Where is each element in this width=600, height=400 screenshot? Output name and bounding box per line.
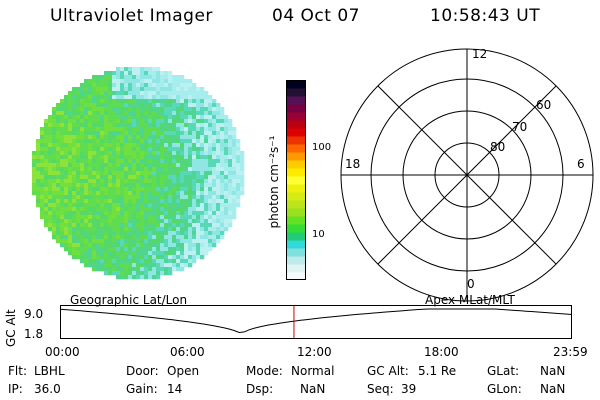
uv-earth-disk-image [32, 67, 245, 280]
glat-value: NaN [540, 364, 566, 378]
colorbar-tick-100: 100 [312, 142, 332, 153]
observation-date: 04 Oct 07 [272, 6, 360, 26]
timeline-left-caption: Geographic Lat/Lon [70, 293, 188, 307]
ip-label: IP: [8, 382, 23, 396]
colorbar-band [286, 248, 306, 257]
seq-label: Seq: [367, 382, 394, 396]
dsp-label: Dsp: [246, 382, 274, 396]
gain-value: 14 [167, 382, 183, 396]
colorbar-band [286, 184, 306, 193]
timeline-axis-title: GC Alt [4, 309, 18, 347]
colorbar-band [286, 168, 306, 177]
polar-label-0: 0 [467, 277, 475, 291]
polar-diagonal-2 [377, 85, 557, 265]
globe-pixels [32, 67, 245, 280]
colorbar-band [286, 232, 306, 241]
polar-label-12: 12 [472, 47, 488, 61]
flt-value: LBHL [34, 364, 65, 378]
timeline-tick-2359: 23:59 [553, 345, 588, 359]
colorbar-band [286, 104, 306, 113]
polar-label-18: 18 [345, 157, 361, 171]
seq-value: 39 [401, 382, 417, 396]
polar-mlt-grid [340, 48, 594, 302]
colorbar-band [286, 208, 306, 217]
glon-value: NaN [540, 382, 566, 396]
mode-value: Normal [291, 364, 335, 378]
colorbar-band [286, 88, 306, 97]
colorbar-band [286, 136, 306, 145]
glon-label: GLon: [487, 382, 522, 396]
colorbar-band [286, 120, 306, 129]
timeline-y-bottom: 1.8 [24, 327, 44, 341]
polar-label-70: 70 [512, 120, 528, 134]
colorbar-band [286, 176, 306, 185]
gc-alt-value: 5.1 Re [418, 364, 457, 378]
altitude-timeline-plot [60, 305, 572, 339]
polar-label-80: 80 [490, 140, 506, 154]
colorbar-frame [286, 80, 306, 280]
door-label: Door: [126, 364, 159, 378]
colorbar-band [286, 216, 306, 225]
timeline-frame [60, 305, 572, 339]
instrument-title: Ultraviolet Imager [50, 6, 213, 26]
gc-alt-label: GC Alt: [367, 364, 409, 378]
colorbar-band [286, 96, 306, 105]
ip-value: 36.0 [34, 382, 61, 396]
altitude-curve [60, 308, 572, 334]
colorbar-band [286, 264, 306, 273]
colorbar-band [286, 128, 306, 137]
door-value: Open [167, 364, 200, 378]
colorbar-band [286, 144, 306, 153]
dsp-value: NaN [300, 382, 326, 396]
mode-label: Mode: [246, 364, 283, 378]
colorbar-band [286, 200, 306, 209]
colorbar-tick-10: 10 [312, 229, 325, 240]
flt-label: Flt: [8, 364, 27, 378]
observation-time: 10:58:43 UT [430, 6, 541, 26]
colorbar-band [286, 80, 306, 89]
gain-label: Gain: [126, 382, 158, 396]
colorbar-band [286, 152, 306, 161]
colorbar-band [286, 192, 306, 201]
colorbar-band [286, 112, 306, 121]
polar-label-60: 60 [536, 98, 552, 112]
timeline-tick-1800: 18:00 [424, 345, 459, 359]
polar-label-6: 6 [577, 157, 585, 171]
timeline-tick-0600: 06:00 [170, 345, 205, 359]
colorbar-band [286, 240, 306, 249]
colorbar-unit-label: photon cm⁻²s⁻¹ [267, 135, 281, 229]
colorbar-band [286, 224, 306, 233]
timeline-y-top: 9.0 [24, 307, 44, 321]
timeline-right-caption: Apex MLat/MLT [425, 293, 515, 307]
timeline-tick-0000: 00:00 [45, 345, 80, 359]
colorbar-band [286, 272, 306, 280]
colorbar-band [286, 256, 306, 265]
intensity-colorbar [286, 80, 306, 280]
colorbar-band [286, 160, 306, 169]
timeline-tick-1200: 12:00 [297, 345, 332, 359]
glat-label: GLat: [487, 364, 520, 378]
